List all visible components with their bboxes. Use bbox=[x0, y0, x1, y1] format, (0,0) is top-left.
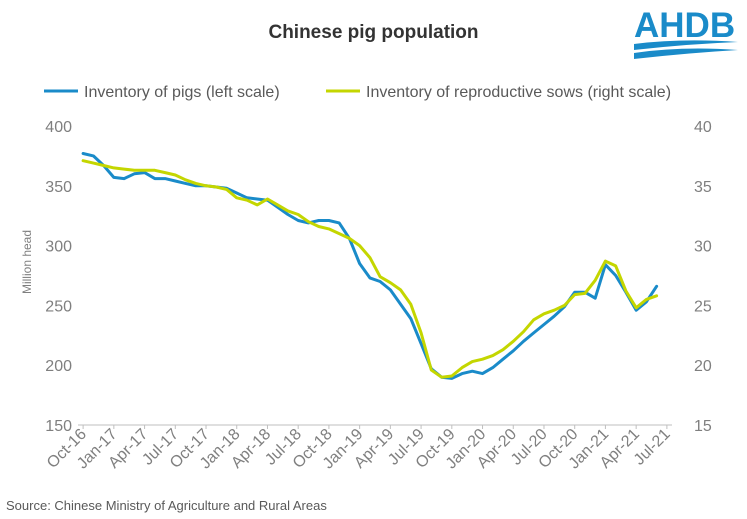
y2-tick-label: 35 bbox=[694, 179, 712, 196]
y2-tick-label: 40 bbox=[694, 119, 712, 136]
series-line-pigs bbox=[81, 152, 659, 380]
y-tick-label: 350 bbox=[45, 179, 72, 196]
y-tick-label: 300 bbox=[45, 239, 72, 256]
y-tick-label: 400 bbox=[45, 119, 72, 136]
y-tick-label: 150 bbox=[45, 418, 72, 435]
chart-title: Chinese pig population bbox=[268, 22, 479, 43]
y2-tick-label: 20 bbox=[694, 358, 712, 375]
legend: Inventory of pigs (left scale) Inventory… bbox=[44, 84, 671, 101]
logo-swoosh-1 bbox=[634, 40, 738, 50]
legend-label-sows: Inventory of reproductive sows (right sc… bbox=[366, 84, 671, 101]
y-tick-label: 200 bbox=[45, 358, 72, 375]
source-note: Source: Chinese Ministry of Agriculture … bbox=[6, 498, 327, 513]
y2-tick-label: 30 bbox=[694, 239, 712, 256]
y2-tick-label: 15 bbox=[694, 418, 712, 435]
y2-tick-label: 25 bbox=[694, 298, 712, 315]
y-tick-label: 250 bbox=[45, 298, 72, 315]
ahdb-logo-text: AHDB bbox=[634, 6, 735, 45]
series-line-sows bbox=[81, 159, 659, 379]
y-axis-label: Million head bbox=[20, 230, 34, 294]
logo-swoosh-2 bbox=[634, 48, 738, 59]
ahdb-logo: AHDB bbox=[632, 4, 740, 64]
legend-label-pigs: Inventory of pigs (left scale) bbox=[84, 84, 280, 101]
